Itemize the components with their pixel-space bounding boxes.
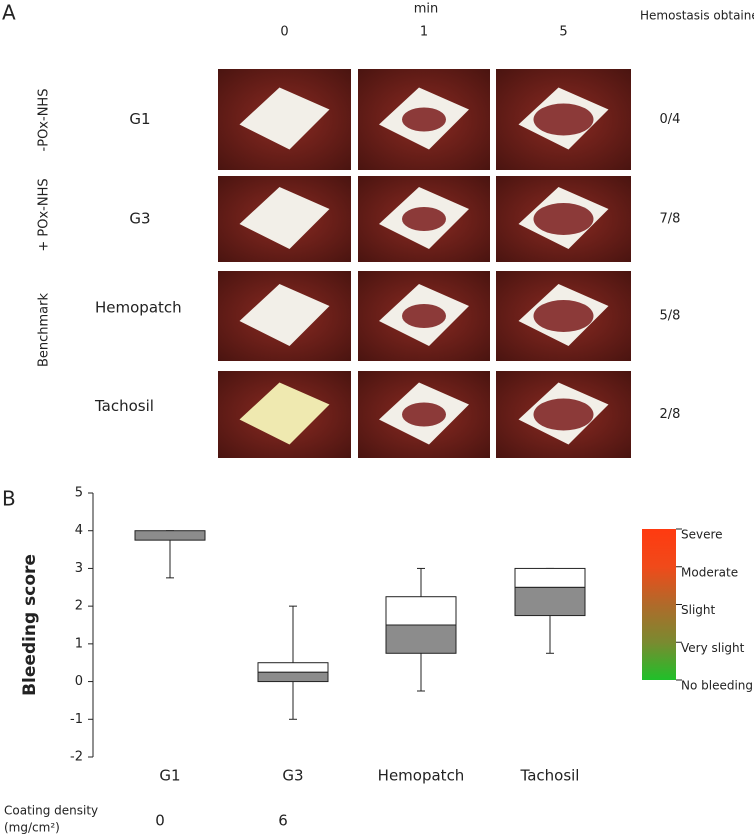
time-title: min [414, 2, 439, 17]
row-name: Tachosil [94, 397, 154, 415]
result-title: Hemostasis obtained [640, 9, 754, 23]
y-tick-label: 1 [75, 636, 83, 651]
box-upper [257, 662, 329, 673]
blood [402, 402, 446, 427]
box-lower [134, 530, 206, 541]
y-tick-label: 5 [75, 486, 83, 501]
x-tick-label: G3 [282, 767, 303, 785]
patch [239, 187, 330, 249]
blood [533, 398, 594, 431]
y-tick-label: 4 [75, 523, 83, 538]
y-tick-label: -1 [70, 712, 83, 727]
blood [533, 203, 594, 235]
y-tick-label: -2 [70, 750, 83, 765]
blood [402, 107, 446, 132]
coating-value: 0 [155, 812, 165, 830]
result: 7/8 [660, 212, 681, 227]
blood [533, 300, 594, 332]
y-tick-label: 0 [75, 674, 83, 689]
patch [239, 382, 330, 445]
row-name: Hemopatch [95, 299, 182, 317]
scale-label: No bleeding [681, 679, 753, 693]
x-tick-label: Hemopatch [378, 767, 465, 785]
scale-label: Moderate [681, 565, 738, 579]
severity-scale [642, 529, 676, 680]
x-tick-label: G1 [159, 767, 180, 785]
scale-label: Severe [681, 528, 723, 542]
box-upper [385, 596, 457, 626]
y-tick-label: 2 [75, 599, 83, 614]
group-label: -POx-NHS [37, 89, 52, 152]
patch [239, 87, 330, 150]
y-tick-label: 3 [75, 561, 83, 576]
group-label: Benchmark [37, 293, 52, 368]
box-upper [514, 567, 586, 588]
box-lower [257, 671, 329, 683]
time-point: 0 [280, 25, 288, 40]
time-point: 1 [420, 25, 428, 40]
panel-label: B [2, 487, 16, 511]
blood [533, 103, 594, 136]
patch [239, 284, 330, 346]
box-lower [514, 586, 586, 617]
coating-value: 6 [278, 812, 288, 830]
scale-label: Very slight [681, 641, 745, 655]
row-name: G3 [129, 210, 150, 228]
panel-label: A [2, 1, 16, 25]
row-name: G1 [129, 110, 150, 128]
group-label: + POx-NHS [37, 178, 52, 251]
coating-title: Coating density [4, 804, 98, 818]
y-axis-label: Bleeding score [20, 554, 40, 696]
time-point: 5 [559, 25, 567, 40]
result: 2/8 [660, 407, 681, 422]
x-tick-label: Tachosil [520, 767, 580, 785]
blood [402, 304, 446, 328]
scale-label: Slight [681, 603, 716, 617]
blood [402, 207, 446, 231]
box-lower [385, 624, 457, 654]
coating-unit: (mg/cm²) [4, 821, 60, 835]
result: 5/8 [660, 309, 681, 324]
result: 0/4 [660, 112, 681, 127]
